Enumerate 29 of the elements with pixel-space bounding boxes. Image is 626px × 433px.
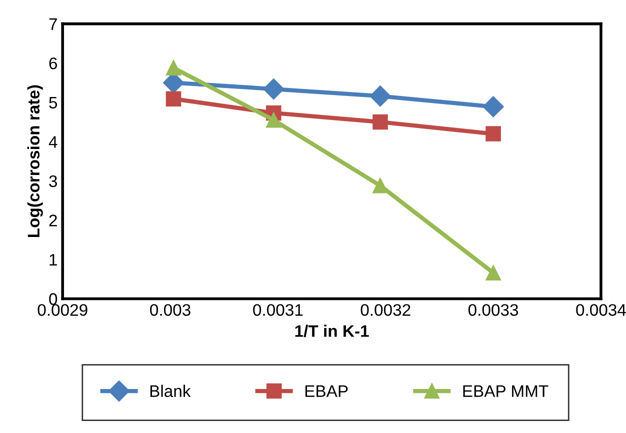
y-tick-label: 6 bbox=[49, 57, 58, 70]
legend-label: EBAP bbox=[305, 385, 348, 397]
point bbox=[482, 96, 504, 118]
x-axis-title: 1/T in K-1 bbox=[295, 324, 369, 338]
point bbox=[372, 178, 388, 194]
point bbox=[166, 60, 182, 76]
point bbox=[486, 265, 501, 280]
x-tick-label: 0.0032 bbox=[360, 304, 410, 316]
point bbox=[166, 91, 182, 106]
point bbox=[266, 112, 282, 128]
point bbox=[486, 126, 501, 142]
x-tick-label: 0.0031 bbox=[253, 304, 303, 316]
x-tick-label: 0.0034 bbox=[576, 304, 626, 316]
point bbox=[370, 86, 391, 107]
y-tick-label: 7 bbox=[49, 18, 57, 30]
y-tick-label: 1 bbox=[50, 254, 57, 266]
y-tick-label: 3 bbox=[49, 175, 58, 188]
y-axis-title: Log(corrosion rate) bbox=[27, 85, 43, 238]
y-tick-label: 0 bbox=[49, 293, 58, 305]
x-tick-label: 0.0029 bbox=[38, 304, 88, 316]
legend-label: EBAP MMT bbox=[463, 385, 548, 397]
point bbox=[372, 114, 388, 130]
y-tick-label: 5 bbox=[49, 96, 58, 109]
legend-label: Blank bbox=[150, 384, 191, 398]
y-tick-label: 4 bbox=[48, 136, 58, 148]
x-tick-label: 0.003 bbox=[150, 304, 190, 316]
x-tick-label: 0.0033 bbox=[468, 304, 518, 316]
point bbox=[263, 78, 284, 100]
y-tick-label: 2 bbox=[49, 214, 57, 226]
